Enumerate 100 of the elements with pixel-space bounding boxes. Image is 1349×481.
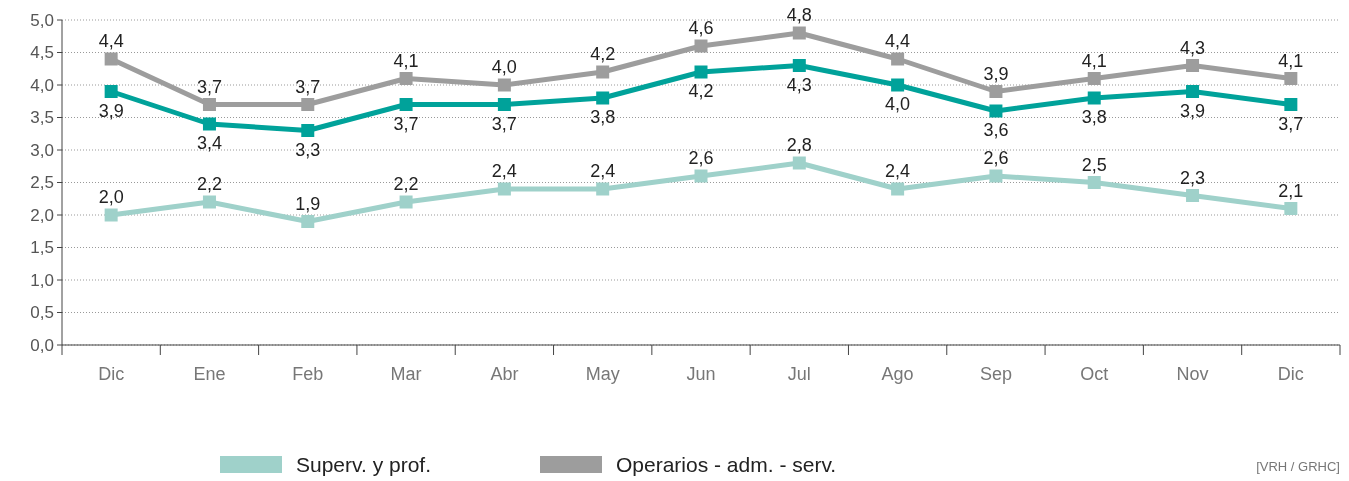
text: [VRH / GRHC]	[1256, 458, 1340, 474]
point	[1186, 85, 1200, 98]
data-label: 3,3	[295, 139, 321, 160]
point	[1284, 72, 1298, 85]
data-label: 3,9	[98, 100, 124, 121]
point	[891, 78, 905, 92]
data-label: 4,8	[786, 5, 812, 25]
data-label: 3,7	[1278, 113, 1304, 134]
point	[1186, 189, 1200, 202]
data-label: 3,7	[393, 113, 419, 134]
data-label: 4,0	[885, 94, 911, 114]
point	[1186, 59, 1200, 72]
data-label: 2,8	[786, 135, 812, 155]
point	[202, 117, 216, 131]
data-label: 3,7	[295, 76, 321, 97]
data-label: 2,1	[1278, 180, 1304, 201]
point	[1087, 72, 1101, 85]
point	[497, 182, 511, 196]
data-label: 4,1	[393, 50, 419, 71]
point	[792, 59, 806, 72]
data-label: 3,8	[1081, 107, 1107, 127]
data-label: 4,1	[1278, 50, 1304, 71]
data-label: 4,4	[98, 31, 124, 51]
point	[1284, 202, 1298, 215]
data-label: 4,3	[786, 74, 812, 95]
point	[399, 98, 413, 111]
data-label: 4,6	[688, 18, 714, 38]
y-tick-label: 3,5	[30, 108, 54, 128]
data-label: 3,8	[590, 107, 616, 127]
x-tick-label: Ene	[193, 364, 226, 384]
point	[694, 39, 708, 53]
x-tick-label: Abr	[490, 364, 519, 384]
legend-label: Superv. y prof.	[296, 453, 432, 477]
y-tick-label: 2,0	[30, 205, 54, 225]
point	[202, 195, 216, 209]
point	[891, 182, 905, 196]
x-tick-label: Jul	[787, 364, 811, 384]
point	[596, 182, 610, 196]
data-label: 2,5	[1081, 154, 1107, 175]
point	[891, 52, 905, 66]
data-label: 4,2	[590, 44, 616, 64]
data-label: 2,4	[885, 161, 911, 181]
point	[792, 26, 806, 40]
point	[989, 85, 1003, 98]
data-label: 2,6	[688, 148, 714, 168]
point	[497, 98, 511, 111]
point	[104, 208, 118, 222]
y-tick-label: 4,5	[30, 43, 54, 63]
point	[694, 65, 708, 79]
y-tick-label: 2,5	[30, 173, 54, 193]
data-label: 4,4	[885, 31, 911, 51]
data-label: 2,3	[1180, 167, 1206, 188]
point	[1284, 98, 1298, 111]
point	[301, 98, 315, 111]
point	[596, 65, 610, 79]
y-tick-label: 0,0	[30, 335, 54, 355]
x-tick-label: Sep	[979, 364, 1012, 384]
x-tick-label: Feb	[292, 364, 324, 384]
legend-label: Operarios - adm. - serv.	[616, 453, 837, 477]
data-label: 2,6	[983, 148, 1009, 168]
x-tick-label: Ago	[881, 364, 914, 384]
data-label: 3,4	[196, 133, 222, 153]
x-tick-label: Jun	[686, 364, 716, 384]
y-tick-label: 3,0	[30, 140, 54, 160]
point	[1087, 176, 1101, 189]
x-tick-label: Dic	[1277, 364, 1304, 384]
point	[694, 169, 708, 183]
x-tick-label: Dic	[98, 364, 125, 384]
point	[301, 124, 315, 137]
point	[497, 78, 511, 92]
data-label: 3,7	[196, 76, 222, 97]
data-label: 2,4	[491, 161, 517, 181]
point	[399, 72, 413, 85]
point	[989, 104, 1003, 118]
data-label: 4,0	[491, 57, 517, 77]
x-tick-label: May	[585, 364, 620, 384]
y-tick-label: 5,0	[30, 10, 54, 30]
data-label: 1,9	[295, 193, 321, 214]
y-tick-label: 1,0	[30, 270, 54, 290]
data-label: 3,9	[983, 63, 1009, 84]
data-label: 3,6	[983, 120, 1009, 140]
point	[989, 169, 1003, 183]
data-label: 4,3	[1180, 37, 1206, 58]
data-label: 4,1	[1081, 50, 1107, 71]
point	[104, 52, 118, 66]
data-label: 4,2	[688, 81, 714, 101]
data-label: 2,2	[393, 174, 419, 194]
point	[792, 156, 806, 170]
y-tick-label: 0,5	[30, 303, 54, 323]
data-label: 2,0	[98, 187, 124, 207]
point	[202, 98, 216, 111]
point	[301, 215, 315, 228]
data-label: 3,9	[1180, 100, 1206, 121]
x-tick-label: Nov	[1176, 364, 1209, 384]
point	[104, 85, 118, 98]
data-label: 2,4	[590, 161, 616, 181]
point	[1087, 91, 1101, 105]
data-label: 3,7	[491, 113, 517, 134]
point	[399, 195, 413, 209]
x-tick-label: Mar	[390, 364, 422, 384]
